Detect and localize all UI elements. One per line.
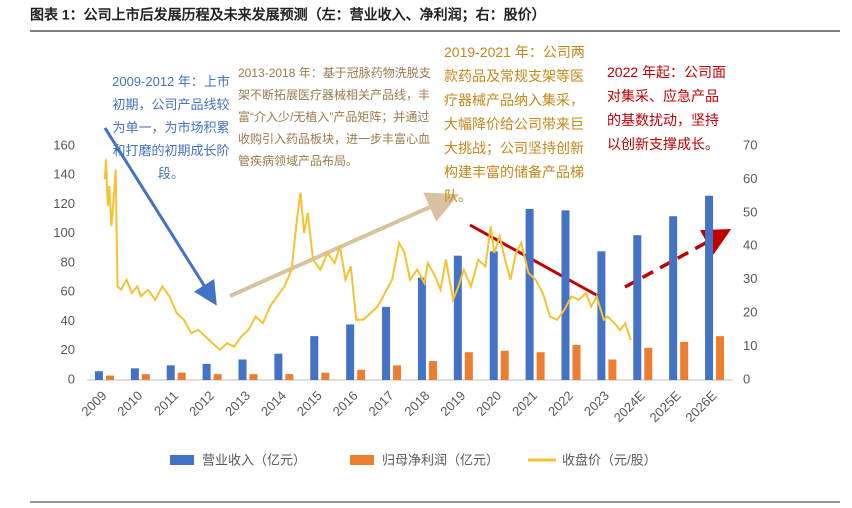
bar [177,372,186,380]
bar [274,353,283,380]
bar [705,195,714,380]
price-line [103,159,632,352]
bar [633,235,642,380]
bar [428,360,437,380]
bar [716,336,725,380]
x-tick-label: 2022 [545,388,576,419]
legend-swatch [350,455,374,465]
bar [597,251,606,380]
bar [346,324,355,380]
bar [669,216,678,380]
x-tick-label: 2015 [294,388,325,419]
y-tick-label: 160 [53,137,75,152]
bar [202,363,211,380]
y-tick-label: 100 [53,225,75,240]
y-tick-label: 40 [61,313,75,328]
y-tick-label: 140 [53,167,75,182]
x-tick-label: 2010 [114,388,145,419]
bar [238,359,247,380]
bar [382,306,391,380]
y2-tick-label: 70 [743,137,757,152]
legend-label: 营业收入（亿元） [202,452,306,467]
x-tick-label: 2021 [509,388,540,419]
legend-label: 归母净利润（亿元） [382,452,499,467]
x-tick-label: 2026E [682,388,719,425]
bar [680,341,689,380]
bar [357,369,366,380]
legend-swatch [170,455,194,465]
annotation: 2009-2012 年：上市初期，公司产品线较为单一，为市场积累和打磨的初期成长… [112,74,230,181]
y-tick-label: 120 [53,196,75,211]
arrow [103,127,217,306]
chart-title: 图表 1：公司上市后发展历程及未来发展预测（左：营业收入、净利润；右：股价） [30,7,546,24]
bar [644,347,653,380]
x-tick-label: 2019 [437,388,468,419]
y-tick-label: 20 [61,342,75,357]
bar [536,352,545,380]
bar [525,208,534,380]
y2-tick-label: 40 [743,238,757,253]
x-tick-label: 2017 [366,388,397,419]
bar [608,359,617,380]
x-tick-label: 2012 [186,388,217,419]
annotation: 2022 年起：公司面对集采、应急产品的基数扰动，坚持以创新支撑成长。 [607,64,727,152]
x-tick-label: 2024E [611,388,648,425]
x-tick-label: 2020 [473,388,504,419]
y2-tick-label: 30 [743,271,757,286]
bar [464,352,473,380]
bar [572,344,581,380]
bar [561,210,570,380]
y2-tick-label: 20 [743,305,757,320]
legend: 营业收入（亿元） 归母净利润（亿元） 收盘价（元/股） [170,452,657,467]
bar [500,350,509,380]
bar [94,371,103,380]
bar [453,255,462,380]
y2-tick-label: 50 [743,204,757,219]
x-tick-label: 2014 [258,388,289,419]
bar [166,365,175,380]
bar [249,374,258,380]
legend-label: 收盘价（元/股） [562,452,657,467]
y2-tick-label: 10 [743,338,757,353]
y-tick-label: 0 [68,371,75,386]
x-tick-label: 2016 [330,388,361,419]
bar [310,336,319,380]
y2-tick-label: 60 [743,171,757,186]
annotation: 2019-2021 年：公司两款药品及常规支架等医疗器械产品纳入集采，大幅降价给… [444,44,585,204]
y-tick-label: 80 [61,254,75,269]
bar [489,251,498,380]
x-tick-label: 2009 [78,388,109,419]
y-tick-label: 60 [61,284,75,299]
bar [321,372,330,380]
bar [141,374,150,380]
bar [285,374,294,380]
y2-tick-label: 0 [743,371,750,386]
annotation: 2013-2018 年：基于冠脉药物洗脱支架不断拓展医疗器械相关产品线，丰富“介… [238,66,431,168]
x-tick-label: 2023 [581,388,612,419]
bar [130,368,139,380]
bar [105,375,114,380]
x-tick-label: 2018 [401,388,432,419]
x-tick-label: 2013 [222,388,253,419]
bar [417,277,426,380]
bar [393,365,402,380]
bar [213,374,222,380]
x-tick-label: 2011 [151,388,181,418]
x-tick-label: 2025E [647,388,684,425]
